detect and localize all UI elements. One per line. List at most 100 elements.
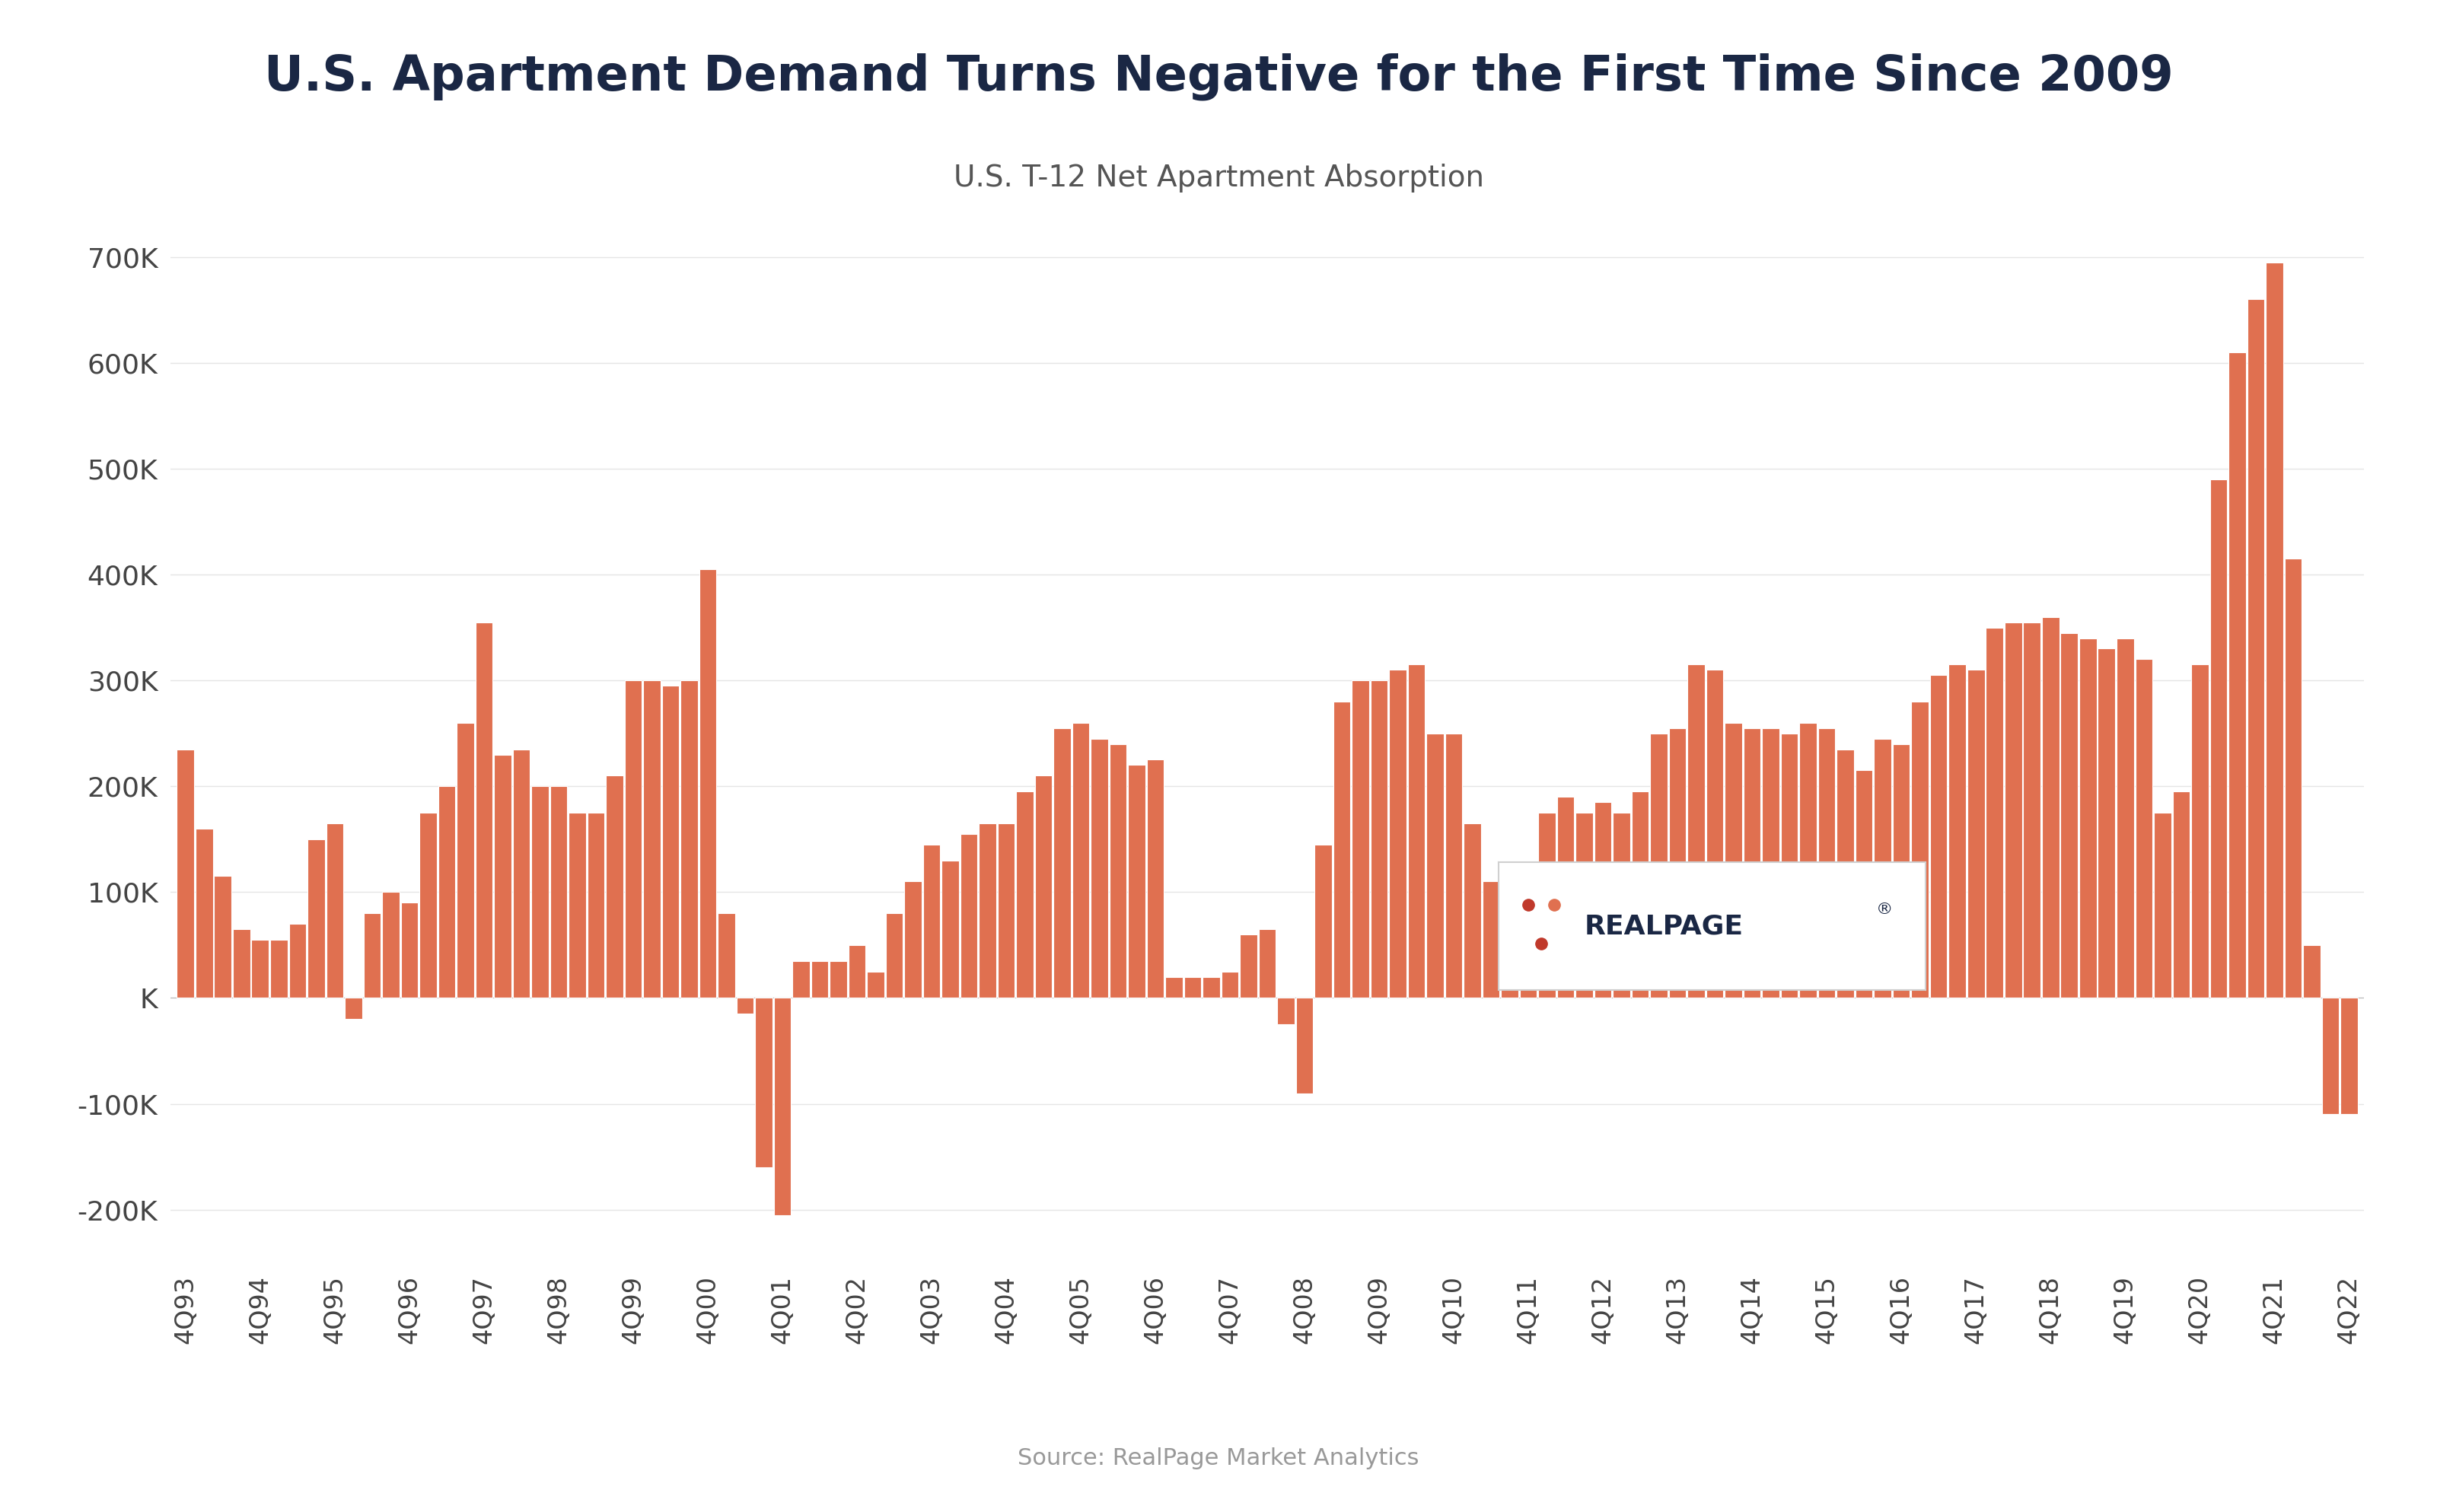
Bar [1314, 844, 1331, 998]
Bar [2079, 638, 2096, 998]
Bar [587, 813, 604, 998]
Bar [1986, 627, 2003, 998]
Bar [1911, 702, 1928, 998]
Bar [1950, 665, 1967, 998]
Bar [941, 860, 958, 998]
Bar [1128, 765, 1145, 998]
Bar [195, 829, 212, 998]
Bar [1465, 823, 1482, 998]
Bar [2340, 998, 2357, 1114]
Bar [512, 750, 529, 998]
Bar [980, 823, 997, 998]
Bar [2023, 623, 2040, 998]
Bar [792, 962, 809, 998]
Bar [1221, 971, 1238, 998]
Bar [1501, 881, 1518, 998]
Bar [680, 680, 697, 998]
Bar [1874, 739, 1891, 998]
Bar [2171, 792, 2191, 998]
Bar [383, 892, 400, 998]
Bar [960, 835, 977, 998]
Bar [624, 680, 641, 998]
Bar [2118, 638, 2135, 998]
Bar [1538, 813, 1555, 998]
Bar [1240, 934, 1257, 998]
Bar [1781, 733, 1799, 998]
Bar [1669, 727, 1686, 998]
Bar [307, 839, 324, 998]
Bar [456, 723, 473, 998]
Bar [1894, 744, 1911, 998]
Bar [1521, 886, 1538, 998]
Bar [1109, 744, 1126, 998]
Bar [1016, 792, 1033, 998]
Text: REALPAGE: REALPAGE [1584, 913, 1742, 939]
Bar [475, 623, 492, 998]
Bar [2135, 659, 2152, 998]
Bar [1204, 977, 1221, 998]
Bar [1053, 727, 1070, 998]
Bar [1072, 723, 1089, 998]
Bar [1706, 670, 1723, 998]
Bar [1855, 771, 1872, 998]
Bar [439, 786, 456, 998]
Bar [419, 813, 436, 998]
Bar [214, 877, 232, 998]
Bar [755, 998, 773, 1167]
Bar [1165, 977, 1182, 998]
Bar [271, 939, 288, 998]
Bar [2303, 945, 2320, 998]
Bar [848, 945, 865, 998]
Bar [1277, 998, 1294, 1025]
Bar [904, 881, 921, 998]
Bar [234, 928, 251, 998]
Bar [290, 924, 307, 998]
Bar [719, 913, 736, 998]
Bar [1353, 680, 1370, 998]
Bar [551, 786, 568, 998]
Bar [1650, 733, 1667, 998]
Bar [2062, 634, 2079, 998]
Bar [568, 813, 585, 998]
Bar [531, 786, 548, 998]
Bar [1762, 727, 1779, 998]
Text: U.S. Apartment Demand Turns Negative for the First Time Since 2009: U.S. Apartment Demand Turns Negative for… [263, 53, 2174, 100]
Bar [1577, 813, 1594, 998]
Bar [178, 750, 195, 998]
Text: U.S. T-12 Net Apartment Absorption: U.S. T-12 Net Apartment Absorption [953, 163, 1484, 192]
Bar [812, 962, 829, 998]
Bar [1257, 928, 1277, 998]
Bar [1426, 733, 1443, 998]
Bar [1594, 801, 1611, 998]
Bar [1370, 680, 1387, 998]
Bar [495, 754, 512, 998]
Bar [2322, 998, 2340, 1114]
Bar [2154, 813, 2171, 998]
Bar [1445, 733, 1462, 998]
Bar [1967, 670, 1984, 998]
Bar [1148, 759, 1165, 998]
Bar [663, 686, 680, 998]
Bar [997, 823, 1014, 998]
Bar [1689, 665, 1706, 998]
Bar [924, 844, 941, 998]
Bar [1333, 702, 1350, 998]
Bar [2042, 617, 2059, 998]
Bar [2266, 263, 2283, 998]
Bar [251, 939, 268, 998]
Bar [2098, 649, 2115, 998]
Bar [1633, 792, 1650, 998]
Bar [1036, 776, 1053, 998]
Bar [363, 913, 380, 998]
Bar [1725, 723, 1742, 998]
Bar [2247, 299, 2264, 998]
Bar [1296, 998, 1314, 1093]
Bar [1092, 739, 1109, 998]
Bar [344, 998, 363, 1019]
Bar [2006, 623, 2023, 998]
Bar [2191, 665, 2208, 998]
Bar [327, 823, 344, 998]
Bar [2210, 479, 2227, 998]
Bar [1799, 723, 1816, 998]
Bar [1837, 750, 1855, 998]
